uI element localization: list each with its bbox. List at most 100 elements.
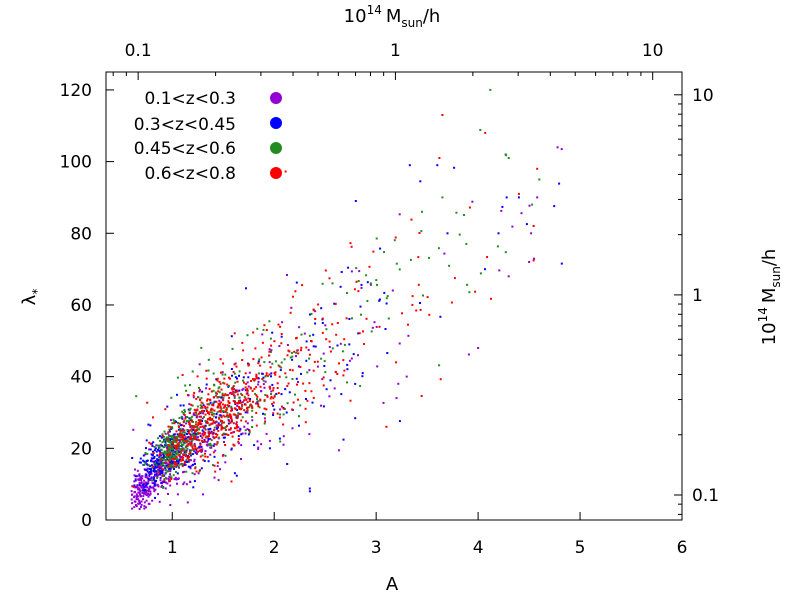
data-point [216,396,219,399]
data-point [171,462,174,465]
data-point [223,394,226,397]
data-point [141,475,144,478]
data-point [202,412,205,415]
data-point [312,308,315,311]
data-point [224,373,227,376]
data-point [211,408,214,411]
data-point [256,327,259,330]
data-point [178,454,181,457]
data-point [314,310,317,313]
data-point [536,167,539,170]
data-point [233,472,236,475]
data-point [208,413,211,416]
data-point [474,290,477,293]
data-point [167,436,170,439]
data-point [193,432,196,435]
data-point [175,462,177,465]
data-point [223,377,226,380]
data-point [177,465,180,468]
data-point [183,454,186,457]
data-point [196,375,199,378]
data-point [249,398,252,400]
data-point [137,498,139,501]
data-point [228,384,231,387]
data-point [157,471,160,474]
data-point [263,386,266,389]
data-point [155,444,158,447]
data-point [143,488,146,491]
data-point [294,290,297,293]
data-point [159,479,162,482]
data-point [236,390,239,393]
y-tick-label: 120 [60,81,92,101]
data-point [220,424,223,427]
data-point [152,470,155,472]
data-point [199,406,202,409]
data-point [438,157,441,159]
data-point [312,396,315,399]
data-point [230,415,233,418]
y-axis-label-main: λ [19,294,40,305]
data-point [268,373,271,376]
data-point [162,458,165,461]
data-point [175,448,178,450]
data-point [139,502,141,505]
data-point [280,361,283,364]
data-point [183,462,186,465]
data-point [204,428,207,431]
data-point [146,459,149,462]
data-point [198,432,201,435]
data-point [170,443,173,446]
data-point [212,432,215,435]
data-point [137,495,140,498]
data-point [130,498,133,501]
data-point [203,416,205,419]
data-point [212,435,215,438]
data-point [215,435,218,438]
data-point [496,245,499,248]
data-point [147,423,150,426]
data-point [165,471,168,474]
data-point [314,318,317,320]
data-point [226,425,229,427]
data-point [192,426,195,429]
data-point [153,468,156,471]
data-point [146,489,149,492]
data-point [169,444,172,447]
data-point [170,441,173,444]
data-point [213,464,216,467]
top-axis-label-unit: M [386,6,402,27]
data-point [159,439,161,442]
right-tick-label: 0.1 [692,486,719,506]
data-point [242,387,245,390]
data-point [391,289,394,292]
data-point [426,296,429,299]
data-point [145,491,148,494]
data-point [145,469,148,471]
data-point [144,468,147,471]
data-point [370,330,373,333]
data-point [142,486,145,489]
data-point [276,387,279,389]
data-point [210,390,213,393]
data-point [245,399,248,401]
data-point [265,432,268,435]
data-point [176,445,179,448]
data-point [322,376,325,379]
data-point [198,439,201,442]
data-point [255,411,258,414]
data-point [151,466,154,469]
data-point [230,409,233,412]
data-point [167,478,170,480]
data-point [219,406,222,409]
data-point [199,426,202,429]
data-point [150,459,153,462]
data-point [241,359,244,361]
data-point [193,391,196,394]
data-point [342,438,345,441]
data-point [182,440,184,443]
data-point [504,251,507,254]
data-point [279,408,282,411]
data-point [175,430,178,433]
legend-marker [270,92,282,104]
